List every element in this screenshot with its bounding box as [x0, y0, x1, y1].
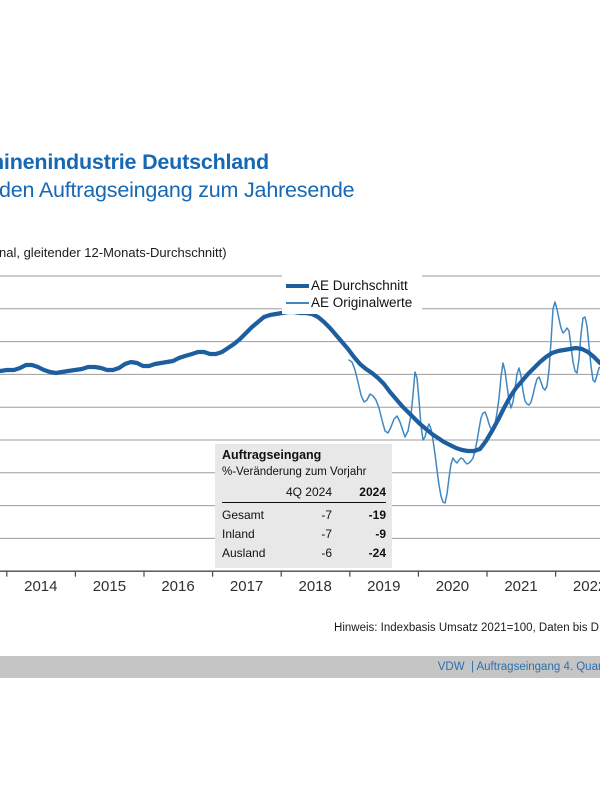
x-axis-label-2017: 2017 [229, 578, 264, 595]
footer-bar-text: VDW | Auftragseingang 4. Quart [437, 661, 600, 673]
inset-table-rows: Gesamt -7 -19 Inland -7 -9 Ausland -6 -24 [222, 505, 386, 562]
chart-subtitle-note: nal, gleitender 12-Monats-Durchschnitt) [0, 245, 227, 260]
series-line-ae-originalwerte [348, 301, 600, 504]
x-axis-label-2020: 2020 [435, 578, 470, 595]
value-2024: -9 [375, 526, 386, 541]
x-axis-label-2022: 2022 [572, 578, 600, 595]
value-4q2024: -7 [321, 507, 332, 522]
thick-line-sample-icon [286, 283, 309, 288]
legend-item-ae-originalwerte: AE Originalwerte [286, 294, 412, 311]
legend-label: AE Durchschnitt [311, 278, 408, 293]
legend-label: AE Originalwerte [311, 295, 413, 310]
inset-table-subtitle: %-Veränderung zum Vorjahr [222, 466, 367, 478]
row-label: Inland [222, 526, 255, 541]
table-row-gesamt: Gesamt -7 -19 [222, 505, 386, 524]
table-header-rule [222, 502, 386, 503]
inset-table-title: Auftragseingang [222, 448, 322, 462]
value-2024: -24 [368, 545, 386, 560]
page-title-line2: den Auftragseingang zum Jahresende [0, 178, 355, 202]
value-2024: -19 [368, 507, 386, 522]
header-4q2024: 4Q 2024 [285, 485, 332, 499]
x-axis-label-2019: 2019 [367, 578, 401, 595]
row-label: Gesamt [222, 507, 265, 522]
x-axis-label-2018: 2018 [298, 578, 332, 595]
x-axis-label-2015: 2015 [92, 578, 127, 595]
thin-line-sample-icon [286, 301, 309, 304]
chart-legend: AE Durchschnitt AE Originalwerte [282, 275, 423, 314]
order-intake-inset-table: Auftragseingang %-Veränderung zum Vorjah… [215, 444, 392, 568]
x-axis-label-2014: 2014 [24, 578, 58, 595]
inset-table-header: 4Q 2024 2024 [222, 485, 386, 499]
table-row-ausland: Ausland -6 -24 [222, 543, 386, 562]
x-axis-label-2021: 2021 [504, 578, 538, 595]
x-axis-label-2016: 2016 [161, 578, 195, 595]
header-2024: 2024 [359, 485, 386, 499]
footer-bar: VDW | Auftragseingang 4. Quart [0, 656, 600, 678]
value-4q2024: -7 [321, 526, 332, 541]
value-4q2024: -6 [321, 545, 332, 560]
table-row-inland: Inland -7 -9 [222, 524, 386, 543]
legend-item-ae-durchschnitt: AE Durchschnitt [286, 277, 412, 294]
page-title-line1: hinenindustrie Deutschland [0, 150, 269, 174]
footnote: Hinweis: Indexbasis Umsatz 2021=100, Dat… [334, 622, 599, 634]
series-line-ae-durchschnitt [0, 309, 600, 454]
row-label: Ausland [222, 545, 266, 560]
